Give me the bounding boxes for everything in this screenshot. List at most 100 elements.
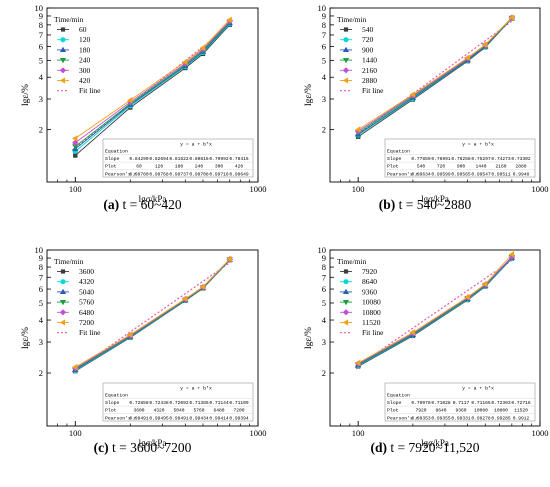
table-cell: 1440 bbox=[475, 164, 486, 170]
legend-marker-3600 bbox=[60, 269, 66, 274]
table-cell: 720 bbox=[437, 164, 446, 170]
data-point-2880 bbox=[354, 126, 361, 133]
y-tick-label: 4 bbox=[322, 315, 327, 325]
series-line-300 bbox=[75, 20, 231, 144]
data-point-240 bbox=[72, 144, 79, 150]
y-tick-label: 7 bbox=[322, 272, 326, 282]
table-row-label: Plot bbox=[105, 408, 117, 414]
table-cell: 0.74273 bbox=[491, 156, 511, 162]
legend-label: 7200 bbox=[79, 318, 94, 327]
table-cell: 60 bbox=[136, 164, 142, 170]
y-axis-label: lgε/% bbox=[304, 327, 314, 349]
caption-label: (d) bbox=[371, 440, 388, 455]
table-row-label: Equation bbox=[387, 393, 410, 399]
table-cell: 120 bbox=[155, 164, 164, 170]
table-cell: 3600 bbox=[133, 408, 144, 414]
y-axis-label: lgε/% bbox=[304, 84, 314, 106]
x-axis-label: lgσ/kPa bbox=[139, 438, 167, 448]
legend-marker-10800 bbox=[342, 309, 350, 316]
legend-label: 900 bbox=[362, 45, 374, 54]
x-tick-label: 100 bbox=[352, 428, 365, 438]
legend-label: Fit line bbox=[79, 328, 101, 337]
stats-table bbox=[102, 382, 254, 422]
table-row-label: Plot bbox=[387, 408, 399, 414]
y-tick-label: 4 bbox=[39, 72, 44, 82]
legend-marker-540 bbox=[343, 27, 349, 32]
data-point-7200 bbox=[226, 255, 232, 263]
legend-marker-5760 bbox=[59, 300, 67, 306]
table-cell: 0.99737 bbox=[169, 171, 189, 177]
legend-marker-4320 bbox=[60, 279, 66, 285]
data-point-2880 bbox=[409, 91, 416, 98]
table-row-label: Pearson's r bbox=[387, 171, 419, 177]
y-axis-label: lgε/% bbox=[21, 327, 31, 349]
series-line-2880 bbox=[357, 17, 513, 130]
x-tick-label: 1000 bbox=[250, 184, 267, 194]
table-cell: 540 bbox=[417, 164, 426, 170]
legend-label: 9360 bbox=[362, 287, 377, 296]
table-cell: 180 bbox=[175, 164, 184, 170]
legend-marker-900 bbox=[342, 46, 350, 52]
legend-marker-9360 bbox=[342, 288, 350, 294]
table-cell: 9360 bbox=[455, 408, 466, 414]
legend-label: 2880 bbox=[362, 76, 377, 85]
y-tick-label: 7 bbox=[322, 30, 326, 40]
series-line-420 bbox=[75, 19, 231, 139]
table-cell: 5040 bbox=[173, 408, 184, 414]
legend-label: Fit line bbox=[362, 86, 384, 95]
table-cell: 0.76991 bbox=[431, 156, 451, 162]
caption-label: (a) bbox=[103, 197, 119, 212]
table-cell: 0.99394 bbox=[229, 415, 249, 421]
panel-caption: (c) t = 3600~7200 bbox=[94, 440, 192, 455]
table-row-label: Equation bbox=[105, 393, 128, 399]
table-title: y = a + b*x bbox=[462, 386, 494, 392]
legend-label: 2160 bbox=[362, 66, 377, 75]
legend-label: 10080 bbox=[362, 298, 381, 307]
legend-marker-420 bbox=[59, 77, 66, 84]
table-cell: 4320 bbox=[153, 408, 164, 414]
caption-text: t = 3600~7200 bbox=[109, 440, 192, 455]
y-tick-label: 4 bbox=[39, 315, 44, 325]
y-tick-label: 2 bbox=[322, 368, 326, 378]
stats-table bbox=[102, 138, 254, 178]
x-axis-label: lgσ/kPa bbox=[421, 438, 449, 448]
data-point-2880 bbox=[464, 54, 470, 61]
table-cell: 0.71109 bbox=[229, 400, 249, 406]
table-cell: 0.99285 bbox=[491, 415, 511, 421]
data-point-11520 bbox=[482, 280, 488, 288]
table-row-label: Equation bbox=[387, 149, 410, 155]
legend-marker-120 bbox=[60, 37, 66, 43]
data-point-420 bbox=[199, 44, 206, 52]
table-cell: 0.99511 bbox=[491, 171, 511, 177]
table-cell: 10800 bbox=[494, 408, 508, 414]
plot-frame bbox=[329, 249, 541, 427]
series-line-9360 bbox=[357, 257, 513, 366]
y-tick-label: 6 bbox=[322, 284, 326, 294]
x-tick-label: 1000 bbox=[250, 428, 267, 438]
table-cell: 0.82694 bbox=[149, 156, 169, 162]
legend-marker-180 bbox=[59, 46, 67, 52]
legend-label: Fit line bbox=[79, 86, 101, 95]
data-point-7200 bbox=[199, 283, 206, 290]
y-tick-label: 8 bbox=[322, 20, 326, 30]
y-tick-label: 10 bbox=[35, 3, 44, 13]
table-cell: 0.99434 bbox=[189, 415, 209, 421]
plot-frame bbox=[329, 7, 541, 183]
table-cell: 10080 bbox=[474, 408, 488, 414]
y-tick-label: 7 bbox=[39, 30, 43, 40]
y-tick-label: 9 bbox=[39, 11, 43, 21]
stats-table bbox=[384, 382, 536, 422]
table-cell: 0.72092 bbox=[169, 400, 189, 406]
y-tick-label: 5 bbox=[39, 298, 43, 308]
y-tick-label: 2 bbox=[39, 125, 43, 135]
legend-marker-60 bbox=[60, 27, 66, 32]
table-cell: 0.81622 bbox=[169, 156, 189, 162]
table-cell: 0.78416 bbox=[229, 156, 249, 162]
table-cell: 0.72303 bbox=[491, 400, 511, 406]
table-cell: 0.99414 bbox=[209, 415, 229, 421]
panel-caption: (d) t = 7920~11,520 bbox=[371, 440, 480, 455]
legend-label: 11520 bbox=[362, 318, 381, 327]
legend-label: 180 bbox=[79, 45, 91, 54]
